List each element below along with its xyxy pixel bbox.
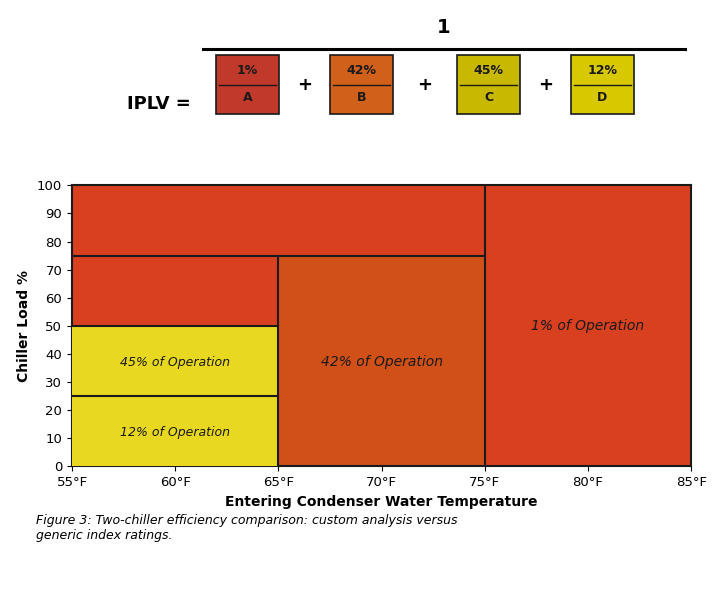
Text: +: + (538, 76, 553, 94)
Bar (456, 56, 520, 114)
Text: 45% of Operation: 45% of Operation (120, 356, 230, 369)
Text: A: A (243, 91, 253, 104)
Bar (279, 256, 485, 466)
Text: D: D (598, 91, 608, 104)
Text: 42%: 42% (347, 64, 377, 77)
Text: Figure 3: Two-chiller efficiency comparison: custom analysis versus
generic inde: Figure 3: Two-chiller efficiency compari… (36, 514, 457, 542)
Text: IPLV =: IPLV = (127, 95, 191, 113)
Text: B: B (357, 91, 366, 104)
Text: 42% of Operation: 42% of Operation (320, 355, 443, 370)
Bar (216, 56, 279, 114)
Y-axis label: Chiller Load %: Chiller Load % (17, 270, 32, 382)
X-axis label: Entering Condenser Water Temperature: Entering Condenser Water Temperature (225, 495, 538, 509)
Text: +: + (297, 76, 312, 94)
Text: 12% of Operation: 12% of Operation (120, 426, 230, 439)
Bar (72, 326, 279, 466)
Text: 45%: 45% (474, 64, 503, 77)
Text: 1: 1 (437, 17, 451, 36)
Bar (571, 56, 634, 114)
Text: C: C (484, 91, 493, 104)
Bar (330, 56, 393, 114)
Text: 12%: 12% (588, 64, 618, 77)
Text: 1%: 1% (237, 64, 258, 77)
Text: 1% of Operation: 1% of Operation (531, 319, 644, 333)
Text: +: + (418, 76, 433, 94)
